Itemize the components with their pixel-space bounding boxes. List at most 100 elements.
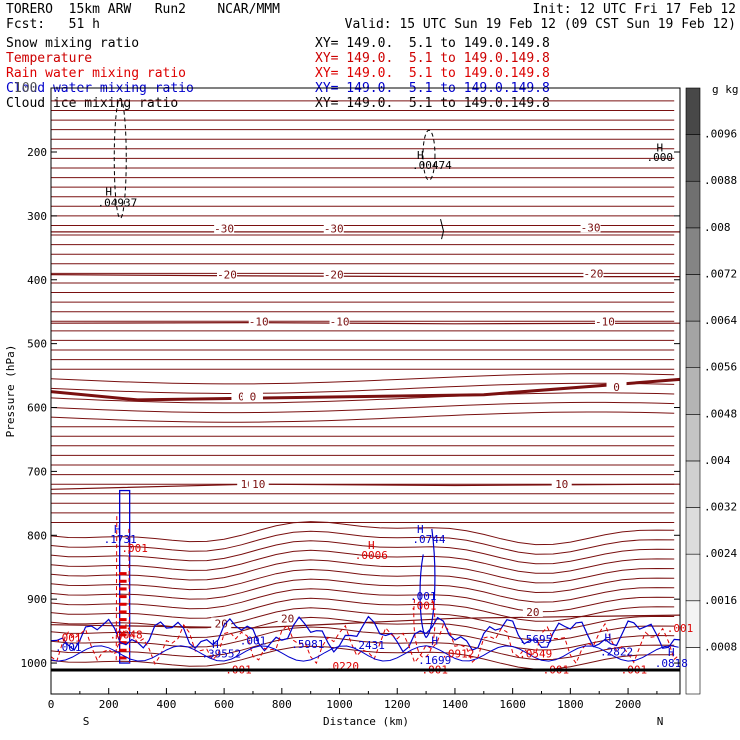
- x-endpoint-right: N: [657, 715, 664, 728]
- y-tick-label: 1000: [21, 657, 48, 670]
- annotation-label: .1731: [104, 533, 137, 546]
- isotherm-label: 20: [215, 617, 228, 630]
- annotation-label: H: [417, 523, 424, 536]
- colorbar-tick-label: .0016: [704, 594, 737, 607]
- annotation-label: .0549: [519, 647, 552, 660]
- x-tick-label: 0: [48, 698, 55, 711]
- rain-contour: [115, 516, 130, 664]
- colorbar-tick-label: .0072: [704, 267, 737, 280]
- colorbar-cell: [685, 507, 701, 555]
- annotation-label: H: [656, 142, 663, 155]
- plot-frame: [50, 87, 681, 695]
- colorbar-tick-label: .0024: [704, 547, 737, 560]
- annotation-label: H: [668, 646, 675, 659]
- x-tick-label: 2000: [615, 698, 642, 711]
- x-axis-label: Distance (km): [323, 715, 409, 728]
- colorbar-cell: [685, 227, 701, 275]
- isotherm-0: [50, 377, 681, 402]
- cloud-water-tower: [119, 489, 131, 664]
- cloud-water-cell: [419, 528, 436, 639]
- isotherm-label-bg: [277, 612, 298, 624]
- isotherm-label-bg: [551, 478, 572, 490]
- overlap-tick-text: 100: [14, 81, 38, 96]
- isotherm-label-bg: [231, 390, 252, 402]
- cloud-water-band: [50, 615, 681, 653]
- cloud-water-band-lower: [50, 645, 679, 662]
- isotherm-line: [50, 373, 675, 385]
- colorbar-cell: [685, 320, 701, 368]
- isotherm-line: [50, 597, 675, 622]
- isotherm-label-bg: [237, 478, 258, 490]
- isotherm-label: 0: [613, 381, 620, 394]
- annotation-label: .0818: [655, 657, 688, 670]
- isotherm-label: -20: [584, 267, 604, 280]
- isotherm-label: -10: [595, 315, 615, 328]
- isotherm-line: [50, 521, 675, 546]
- colorbar-tick-label: .0008: [704, 640, 737, 653]
- colorbar-tick-label: .008: [704, 221, 731, 234]
- y-tick-label: 400: [27, 274, 47, 287]
- field-label-cloud-ice: Cloud ice mixing ratio: [6, 96, 179, 111]
- rain-band: [50, 622, 681, 666]
- annotation-label: H: [368, 539, 375, 552]
- annotation-label: H: [605, 631, 612, 644]
- isotherm-line: [50, 401, 675, 414]
- annotation-label: .001: [55, 641, 82, 654]
- colorbar-tick-label: .0064: [704, 314, 737, 327]
- isotherm-label: -10: [249, 315, 269, 328]
- isotherm-line: [50, 588, 675, 613]
- y-tick-label: 300: [27, 210, 47, 223]
- isotherm-line: [50, 559, 675, 584]
- isotherm-label: 0: [238, 391, 245, 404]
- isotherm-label-bg: [242, 390, 263, 402]
- isotherm-label: 10: [252, 478, 265, 491]
- isotherm-label-bg: [248, 315, 269, 327]
- field-label-snow: Snow mixing ratio: [6, 36, 140, 51]
- isotherm-line: [50, 530, 675, 555]
- annotation-label: H: [212, 638, 219, 651]
- colorbar-cell: [685, 647, 701, 695]
- annotation-label: .0006: [355, 549, 388, 562]
- isotherm-line: [50, 382, 675, 394]
- y-tick-label: 700: [27, 465, 47, 478]
- colorbar-unit: g kg⁻¹: [712, 83, 740, 96]
- ice-contour: [422, 129, 436, 181]
- x-tick-label: 600: [214, 698, 234, 711]
- y-tick-label: 600: [27, 402, 47, 415]
- isotherm-label-bg: [323, 222, 344, 234]
- annotation-label: .2431: [352, 639, 385, 652]
- x-tick-label: 200: [99, 698, 119, 711]
- isotherm-label: -30: [214, 223, 234, 236]
- annotation-label: .001: [410, 600, 437, 613]
- isotherm-label-bg: [580, 221, 601, 233]
- moisture-contours: [50, 97, 681, 666]
- isotherm-label-bg: [211, 617, 232, 629]
- isotherm-line: [50, 636, 675, 661]
- colorbar-cell: [685, 460, 701, 508]
- isotherm--20: [50, 274, 680, 278]
- isotherm-line: [50, 411, 675, 423]
- isotherm-label: -20: [324, 269, 344, 282]
- axes: 0 200 400 600 800 1000 1200 1400 1600 1800 2000200…: [21, 146, 680, 711]
- annotation-label: .5981: [291, 638, 324, 651]
- isotherm-line: [50, 540, 675, 565]
- y-tick-label: 500: [27, 338, 47, 351]
- isotherm-label: -30: [324, 223, 344, 236]
- colorbar-cell: [685, 414, 701, 462]
- x-tick-label: 1800: [557, 698, 584, 711]
- annotation-label: .001: [55, 631, 82, 644]
- colorbar-tick-label: .0088: [704, 174, 737, 187]
- annotation-label: H: [114, 523, 121, 536]
- isotherm-label: 20: [526, 606, 539, 619]
- isotherm-label-bg: [248, 478, 269, 490]
- header-fcst: Fcst: 51 h: [6, 17, 100, 32]
- isotherm-10: [50, 483, 681, 490]
- field-xy-cloud-ice: XY= 149.0. 5.1 to 149.0.149.8: [315, 96, 550, 111]
- snow-contour: [113, 97, 127, 219]
- y-tick-label: 900: [27, 593, 47, 606]
- x-tick-label: 1000: [326, 698, 353, 711]
- header-title-left: TORERO 15km ARW Run2 NCAR/MMM: [6, 2, 280, 17]
- isotherm-line: [50, 549, 675, 574]
